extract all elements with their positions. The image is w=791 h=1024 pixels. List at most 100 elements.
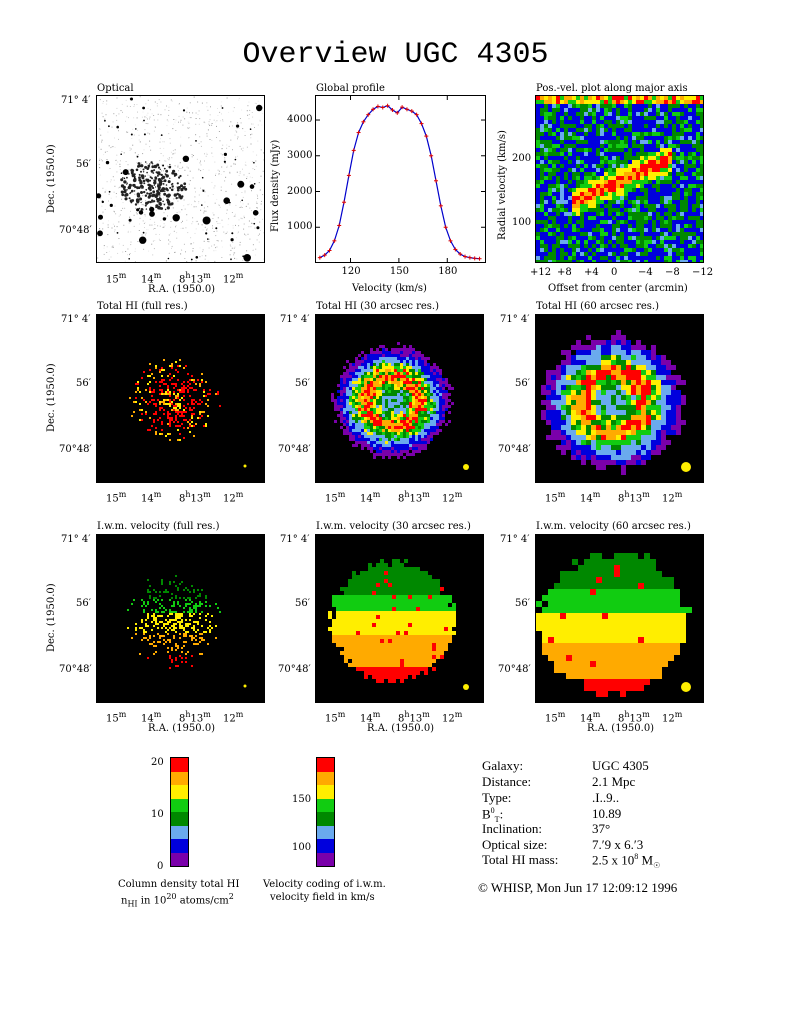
sky-noise <box>251 190 252 192</box>
map-pixel <box>358 372 361 375</box>
pv-pixel <box>660 236 664 240</box>
pv-pixel <box>628 188 632 192</box>
map-pixel <box>421 381 424 384</box>
sky-noise <box>118 238 120 239</box>
map-pixel <box>370 366 373 369</box>
map-pixel <box>388 378 391 381</box>
pv-pixel <box>652 212 656 216</box>
pv-pixel <box>564 124 568 128</box>
pv-pixel <box>668 192 672 196</box>
pv-pixel <box>636 232 640 236</box>
pv-pixel <box>580 164 584 168</box>
map-pixel <box>361 363 364 366</box>
map-pixel <box>400 381 403 384</box>
map-pixel <box>379 354 382 357</box>
map-pixel <box>155 433 157 435</box>
map-pixel <box>566 405 571 410</box>
map-pixel <box>394 348 397 351</box>
map-pixel <box>370 390 373 393</box>
pv-pixel <box>536 216 540 220</box>
map-pixel <box>155 431 157 433</box>
map-pixel <box>571 425 576 430</box>
pv-pixel <box>592 120 596 124</box>
pv-pixel <box>536 108 540 112</box>
sky-noise <box>220 186 222 188</box>
sky-noise <box>149 109 151 111</box>
map-pixel <box>217 393 219 395</box>
pv-pixel <box>540 132 544 136</box>
map-pixel <box>421 423 424 426</box>
sky-noise <box>251 112 253 113</box>
pv-pixel <box>700 112 703 116</box>
map-pixel <box>409 411 412 414</box>
map-pixel <box>641 365 646 370</box>
sky-noise <box>119 186 121 188</box>
pv-pixel <box>656 124 660 128</box>
galaxy-knot <box>140 201 142 204</box>
pv-pixel <box>572 180 576 184</box>
star <box>230 258 232 260</box>
map-pixel <box>391 360 394 363</box>
map-pixel <box>403 387 406 390</box>
galaxy-knot <box>128 197 131 200</box>
pv-pixel <box>576 232 580 236</box>
sky-noise <box>186 214 188 216</box>
sky-noise <box>198 201 200 203</box>
pv-pixel <box>592 248 596 252</box>
map-pixel <box>394 399 397 402</box>
map-pixel <box>571 390 576 395</box>
pv-pixel <box>664 188 668 192</box>
sky-noise <box>173 198 175 200</box>
map-pixel <box>651 425 656 430</box>
pv-pixel <box>660 212 664 216</box>
map-pixel <box>373 396 376 399</box>
map-pixel <box>541 410 546 415</box>
map-pixel <box>388 387 391 390</box>
pv-pixel <box>640 212 644 216</box>
map-pixel <box>433 399 436 402</box>
pv-pixel <box>576 156 580 160</box>
map-pixel <box>651 420 656 425</box>
page-title: Overview UGC 4305 <box>242 38 549 72</box>
sky-noise <box>246 250 248 252</box>
map-pixel <box>546 410 551 415</box>
sky-noise <box>172 150 174 152</box>
sky-noise <box>130 170 132 172</box>
map-pixel <box>439 402 442 405</box>
map-pixel <box>349 423 352 426</box>
map-pixel <box>591 390 596 395</box>
map-pixel <box>161 367 163 369</box>
map-pixel <box>661 370 666 375</box>
sky-noise <box>261 124 263 126</box>
sky-noise <box>181 249 183 251</box>
sky-noise <box>114 185 116 187</box>
map-pixel <box>382 381 385 384</box>
pv-pixel <box>560 156 564 160</box>
map-pixel <box>163 399 165 401</box>
pv-pixel <box>536 160 540 164</box>
map-pixel <box>145 413 147 415</box>
pv-pixel <box>600 204 604 208</box>
pv-pixel <box>548 192 552 196</box>
pv-pixel <box>592 136 596 140</box>
pv-pixel <box>632 132 636 136</box>
map-pixel <box>576 370 581 375</box>
map-pixel <box>191 379 193 381</box>
map-pixel <box>167 391 169 393</box>
pv-pixel <box>648 120 652 124</box>
map-pixel <box>566 385 571 390</box>
map-pixel <box>373 393 376 396</box>
pv-pixel <box>680 140 684 144</box>
pv-pixel <box>604 216 608 220</box>
sky-noise <box>173 153 175 155</box>
map-pixel <box>581 400 586 405</box>
pv-pixel <box>684 140 688 144</box>
sky-noise <box>97 257 99 259</box>
map-pixel <box>576 405 581 410</box>
map-pixel <box>191 417 193 419</box>
sky-noise <box>166 125 168 127</box>
map-pixel <box>376 393 379 396</box>
star <box>249 184 255 189</box>
pv-pixel <box>680 192 684 196</box>
map-pixel <box>373 387 376 390</box>
